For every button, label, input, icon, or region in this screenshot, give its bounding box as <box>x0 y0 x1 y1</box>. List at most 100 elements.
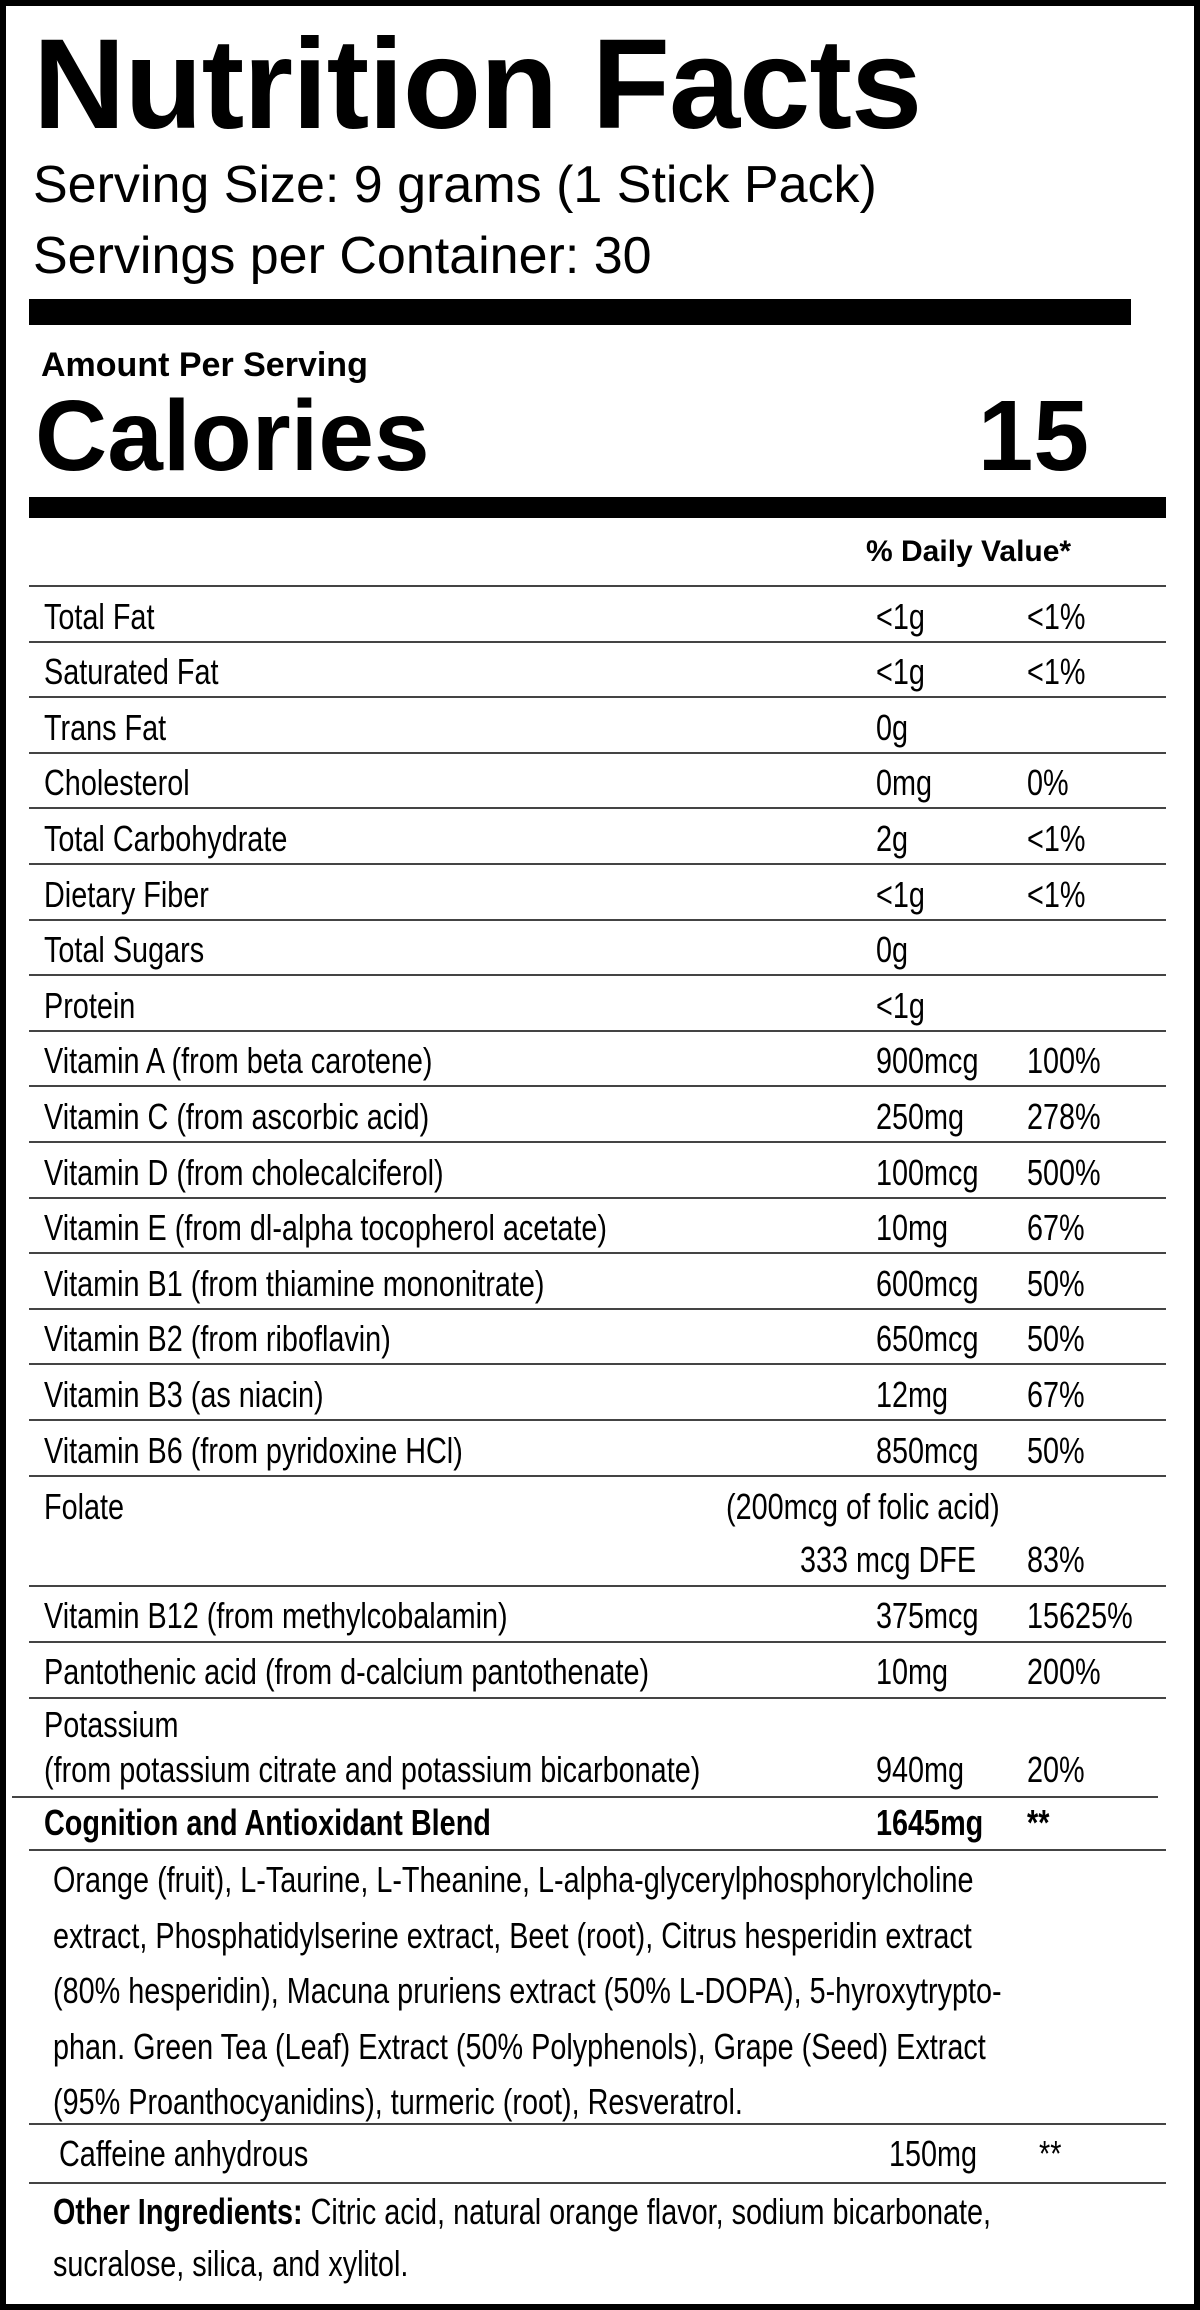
nutrient-name: Pantothenic acid (from d-calcium pantoth… <box>44 1651 650 1692</box>
row-divider <box>29 2182 1166 2184</box>
calories-value: 15 <box>977 380 1089 492</box>
nutrient-amount: 12mg <box>876 1373 949 1415</box>
nutrient-name: Cholesterol <box>44 762 190 804</box>
nutrient-amount: 650mcg <box>876 1318 979 1360</box>
row-divider <box>29 1474 1166 1477</box>
nutrient-amount: 250mg <box>876 1095 965 1137</box>
nutrient-dv: 67% <box>1027 1373 1085 1415</box>
nutrient-name: Total Sugars <box>44 929 205 971</box>
row-divider <box>29 1697 1166 1699</box>
row-divider <box>29 1029 1166 1032</box>
blend-dv: ** <box>1027 1802 1050 1843</box>
ingredients-line: Orange (fruit), L-Taurine, L-Theanine, L… <box>53 1859 974 1900</box>
row-divider <box>29 1141 1166 1143</box>
nutrient-amount: <1g <box>876 873 925 915</box>
nutrient-dv: <1% <box>1027 595 1086 637</box>
nutrient-amount: 10mg <box>876 1651 949 1692</box>
row-divider <box>29 1849 1166 1851</box>
nutrient-name: Protein <box>44 984 136 1026</box>
ingredients-line: phan. Green Tea (Leaf) Extract (50% Poly… <box>53 2025 986 2067</box>
nutrient-amount: 0g <box>876 706 909 748</box>
nutrient-name: Trans Fat <box>44 706 167 748</box>
row-divider <box>29 1641 1166 1643</box>
nutrient-name: Dietary Fiber <box>44 873 209 915</box>
nutrient-dv: 20% <box>1027 1749 1085 1790</box>
ingredients-line: extract, Phosphatidylserine extract, Bee… <box>53 1914 972 1956</box>
nutrient-amount: 0g <box>876 929 909 971</box>
nutrient-name: Potassium <box>44 1704 179 1745</box>
nutrient-amount: 850mcg <box>876 1429 979 1471</box>
nutrient-amount: 0mg <box>876 762 933 804</box>
blend-amount: 1645mg <box>876 1802 984 1843</box>
nutrient-dv: 50% <box>1027 1429 1085 1471</box>
daily-value-header: % Daily Value* <box>866 535 1072 568</box>
row-divider <box>29 1363 1166 1366</box>
nutrient-amount: 10mg <box>876 1207 949 1249</box>
calories-label: Calories <box>35 380 430 492</box>
nutrient-name: Vitamin A (from beta carotene) <box>44 1040 433 1082</box>
nutrient-dv: 83% <box>1027 1539 1085 1580</box>
nutrient-name: Folate <box>44 1486 125 1527</box>
nutrient-amount: 375mcg <box>876 1595 979 1636</box>
nutrient-dv: 278% <box>1027 1095 1101 1137</box>
row-divider <box>29 863 1166 865</box>
row-divider <box>29 807 1166 810</box>
nutrient-amount: 600mcg <box>876 1262 979 1304</box>
nutrient-name: Vitamin C (from ascorbic acid) <box>44 1095 430 1137</box>
blend-name: Cognition and Antioxidant Blend <box>44 1802 491 1843</box>
caffeine-dv: ** <box>1039 2133 1062 2174</box>
thick-divider <box>29 497 1166 518</box>
nutrient-amount: <1g <box>876 651 925 693</box>
ingredients-line: (95% Proanthocyanidins), turmeric (root)… <box>53 2081 743 2122</box>
nutrient-name: Vitamin B6 (from pyridoxine HCl) <box>44 1429 463 1471</box>
servings-per-container: Servings per Container: 30 <box>33 227 652 285</box>
row-divider <box>29 1252 1166 1255</box>
nutrient-dv: 67% <box>1027 1207 1085 1249</box>
nutrient-dv: 500% <box>1027 1151 1101 1193</box>
nutrient-name: Vitamin B1 (from thiamine mononitrate) <box>44 1262 545 1304</box>
other-ingredients-label: Other Ingredients: <box>53 2191 303 2232</box>
row-divider <box>29 1196 1166 1199</box>
nutrient-amount: <1g <box>876 595 925 637</box>
row-divider <box>29 1085 1166 1088</box>
row-divider <box>29 974 1166 977</box>
nutrient-dv: 0% <box>1027 762 1069 804</box>
nutrient-dv: <1% <box>1027 873 1086 915</box>
nutrient-name: Total Carbohydrate <box>44 817 288 859</box>
nutrient-amount: 900mcg <box>876 1040 979 1082</box>
amount-per-serving-label: Amount Per Serving <box>41 346 368 384</box>
nutrient-source: (from potassium citrate and potassium bi… <box>44 1749 701 1790</box>
nutrient-name: Vitamin D (from cholecalciferol) <box>44 1151 444 1193</box>
nutrient-amount: <1g <box>876 984 925 1026</box>
caffeine-name: Caffeine anhydrous <box>59 2133 309 2174</box>
other-ingredients-line-2: sucralose, silica, and xylitol. <box>53 2243 409 2284</box>
other-ingredients-text: Citric acid, natural orange flavor, sodi… <box>310 2191 991 2232</box>
nutrient-amount: 940mg <box>876 1749 965 1790</box>
serving-size: Serving Size: 9 grams (1 Stick Pack) <box>33 156 877 214</box>
nutrition-facts-title: Nutrition Facts <box>33 13 922 156</box>
nutrient-name: Vitamin B3 (as niacin) <box>44 1373 324 1415</box>
nutrient-amount: 333 mcg DFE <box>800 1539 977 1580</box>
nutrient-dv: 200% <box>1027 1651 1101 1692</box>
nutrient-dv: 15625% <box>1027 1595 1133 1636</box>
nutrient-dv: <1% <box>1027 817 1086 859</box>
nutrient-dv: 50% <box>1027 1262 1085 1304</box>
row-divider <box>29 640 1166 643</box>
nutrient-dv: 50% <box>1027 1318 1085 1360</box>
other-ingredients-line-1: Other Ingredients: Citric acid, natural … <box>53 2194 991 2230</box>
row-divider <box>29 1307 1166 1310</box>
thick-divider <box>29 299 1131 325</box>
row-divider <box>29 751 1166 754</box>
nutrient-name: Saturated Fat <box>44 651 219 693</box>
nutrient-name: Vitamin E (from dl-alpha tocopherol acet… <box>44 1207 607 1249</box>
row-divider <box>29 2123 1166 2125</box>
nutrient-amount: 100mcg <box>876 1151 979 1193</box>
nutrient-amount: 2g <box>876 817 909 859</box>
nutrient-dv: <1% <box>1027 651 1086 693</box>
row-divider <box>29 1419 1166 1421</box>
nutrient-name: Total Fat <box>44 595 155 637</box>
row-divider <box>29 696 1166 699</box>
ingredients-line: (80% hesperidin), Macuna pruriens extrac… <box>53 1970 1002 2011</box>
caffeine-amount: 150mg <box>889 2133 978 2174</box>
